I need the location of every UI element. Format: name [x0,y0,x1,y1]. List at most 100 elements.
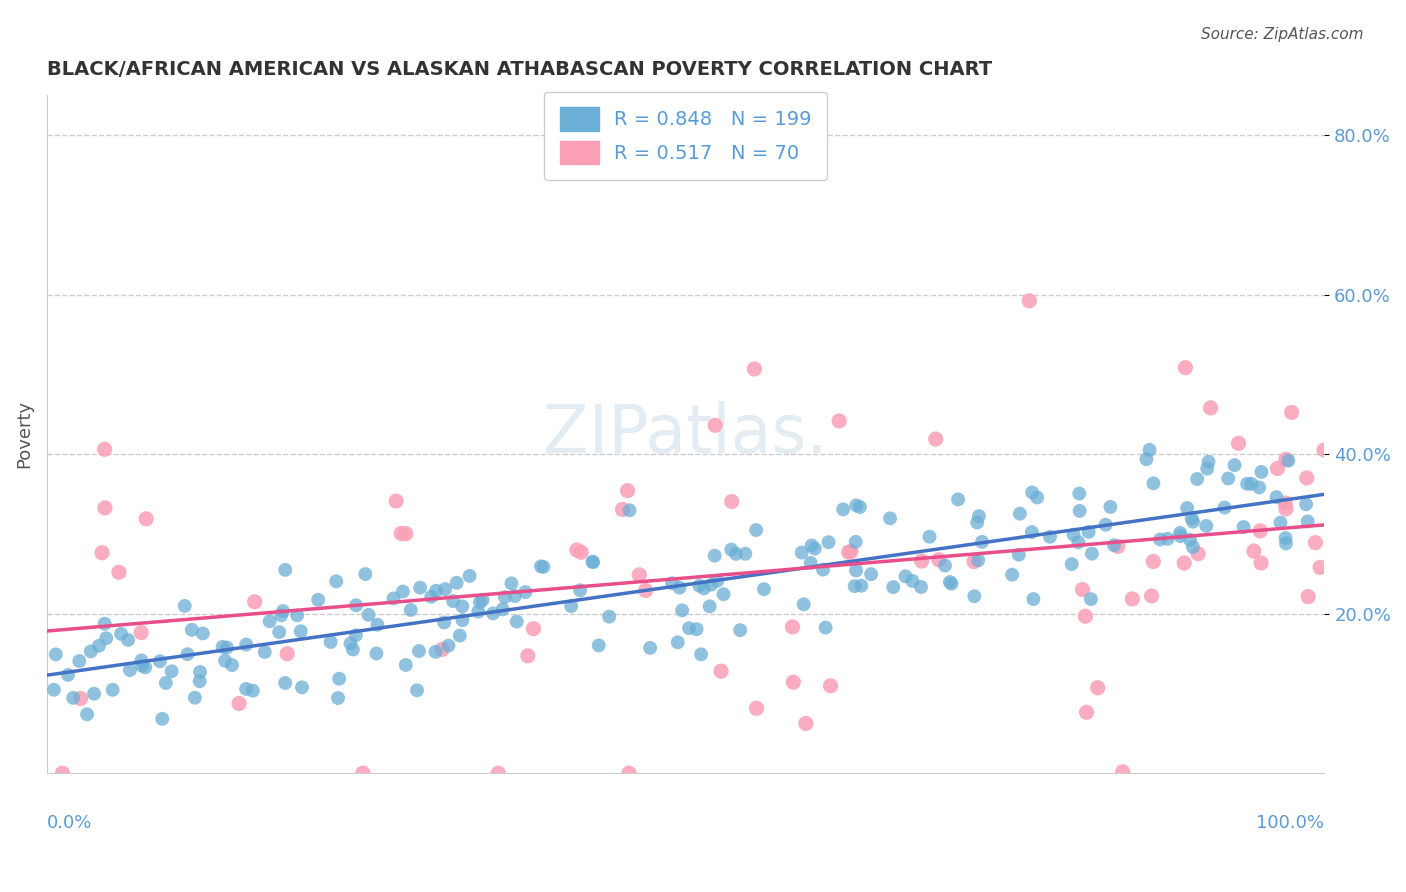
Point [501,576,523,591]
Point [76,707,98,722]
Point [617,766,640,780]
Point [1174,360,1197,375]
Point [129,625,152,640]
Point [530,559,553,574]
Point [1008,548,1031,562]
Point [925,432,948,446]
Point [860,567,883,582]
Point [1198,455,1220,469]
Point [851,579,873,593]
Point [83,687,105,701]
Point [352,766,374,780]
Point [1074,609,1097,624]
Point [598,609,620,624]
Point [1213,500,1236,515]
Point [1195,519,1218,533]
Point [471,592,494,607]
Point [494,590,516,604]
Point [1309,560,1331,574]
Point [342,642,364,657]
Point [894,569,917,583]
Point [1275,452,1298,467]
Point [1270,516,1292,530]
Point [131,653,153,667]
Point [688,579,710,593]
Point [441,594,464,608]
Point [661,576,683,591]
Point [941,576,963,591]
Point [93,616,115,631]
Point [69,691,91,706]
Point [420,590,443,604]
Point [918,530,941,544]
Point [1305,535,1327,549]
Point [634,583,657,598]
Point [1018,293,1040,308]
Point [817,535,839,549]
Point [1250,465,1272,479]
Point [745,523,768,537]
Point [449,629,471,643]
Point [326,691,349,706]
Point [720,494,742,508]
Point [516,648,538,663]
Point [1182,515,1205,529]
Point [1295,471,1317,485]
Point [838,545,860,559]
Point [150,712,173,726]
Point [406,683,429,698]
Point [1218,471,1240,485]
Point [963,555,986,569]
Point [392,584,415,599]
Point [1021,525,1043,540]
Point [211,640,233,654]
Point [408,644,430,658]
Point [970,534,993,549]
Point [1275,536,1298,550]
Point [87,639,110,653]
Point [56,668,79,682]
Point [45,648,67,662]
Point [752,582,775,597]
Point [176,647,198,661]
Point [93,442,115,457]
Point [911,554,934,568]
Point [243,595,266,609]
Point [506,615,529,629]
Point [790,545,813,559]
Y-axis label: Poverty: Poverty [15,401,32,468]
Point [291,681,314,695]
Point [671,603,693,617]
Point [685,622,707,636]
Point [191,626,214,640]
Point [42,682,65,697]
Point [1295,497,1317,511]
Point [451,613,474,627]
Point [1249,524,1271,538]
Point [828,414,851,428]
Point [832,502,855,516]
Point [1021,485,1043,500]
Point [963,589,986,603]
Point [1076,706,1098,720]
Point [1243,544,1265,558]
Point [173,599,195,613]
Point [339,636,361,650]
Point [135,512,157,526]
Point [62,690,84,705]
Point [96,631,118,645]
Point [269,625,291,640]
Point [1178,533,1201,547]
Point [67,654,90,668]
Point [274,676,297,690]
Point [51,766,73,780]
Point [1313,443,1336,458]
Point [433,615,456,630]
Point [110,627,132,641]
Point [228,697,250,711]
Point [344,599,367,613]
Point [720,542,742,557]
Point [1149,533,1171,547]
Point [522,622,544,636]
Point [800,539,823,553]
